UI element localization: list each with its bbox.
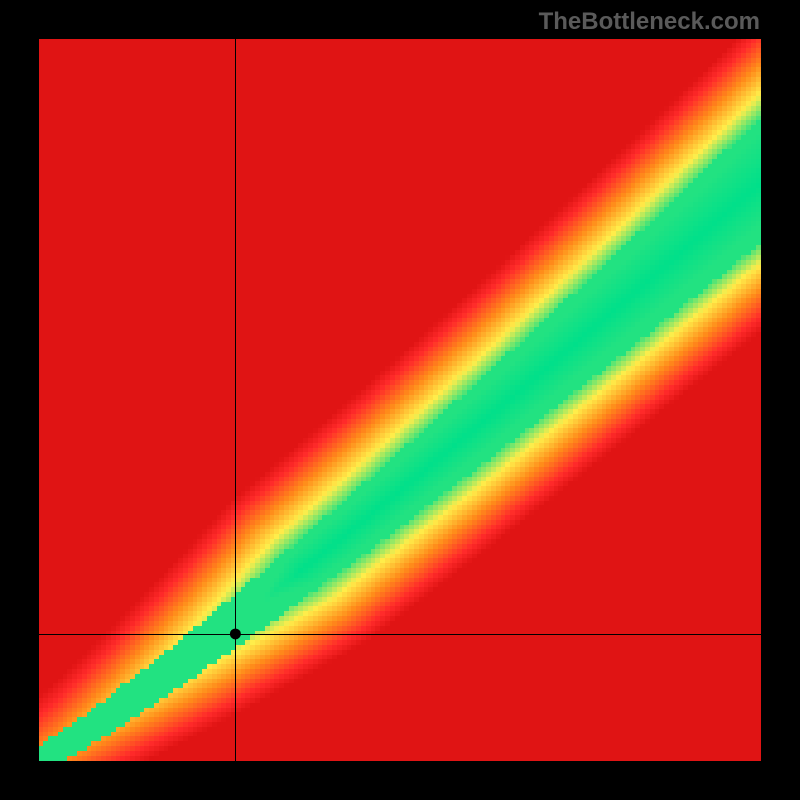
chart-container: TheBottleneck.com bbox=[0, 0, 800, 800]
bottleneck-heatmap bbox=[39, 39, 761, 761]
watermark-text: TheBottleneck.com bbox=[539, 8, 760, 36]
